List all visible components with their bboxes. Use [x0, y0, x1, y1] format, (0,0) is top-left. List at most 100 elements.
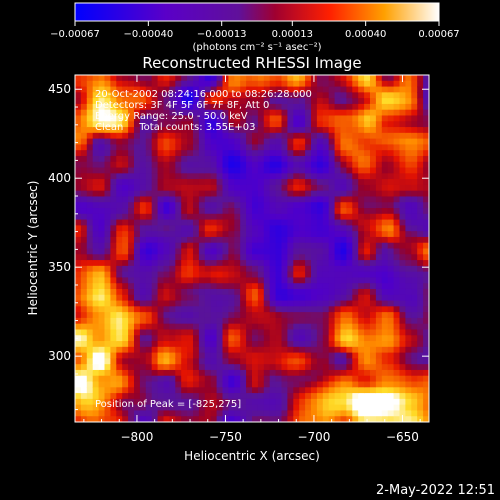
heatmap-cell	[86, 254, 94, 261]
heatmap-cell	[293, 294, 300, 302]
heatmap-cell	[269, 283, 277, 290]
heatmap-cell	[163, 231, 170, 238]
heatmap-cell	[86, 98, 94, 105]
heatmap-cell	[417, 150, 424, 157]
heatmap-cell	[98, 184, 106, 192]
info-block: 20-Oct-2002 08:24:16.000 to 08:26:28.000…	[95, 89, 312, 133]
heatmap-cell	[228, 132, 235, 140]
heatmap-cell	[423, 375, 429, 383]
heatmap-cell	[340, 121, 347, 128]
heatmap-cell	[417, 173, 424, 180]
heatmap-cell	[139, 196, 147, 203]
heatmap-cell	[157, 323, 165, 331]
heatmap-cell	[175, 213, 182, 221]
heatmap-cell	[234, 317, 241, 325]
heatmap-cell	[387, 358, 395, 365]
heatmap-cell	[311, 364, 318, 371]
heatmap-cell	[240, 127, 247, 134]
heatmap-cell	[210, 155, 218, 163]
heatmap-cell	[269, 103, 277, 111]
heatmap-cell	[216, 254, 224, 261]
heatmap-cell	[104, 86, 111, 93]
heatmap-cell	[399, 184, 406, 192]
heatmap-cell	[328, 202, 336, 209]
heatmap-cell	[92, 196, 100, 203]
heatmap-cell	[305, 404, 312, 412]
heatmap-cell	[299, 208, 306, 215]
heatmap-cell	[193, 260, 200, 267]
heatmap-cell	[222, 358, 229, 365]
heatmap-cell	[86, 138, 94, 145]
heatmap-cell	[240, 236, 247, 244]
heatmap-cell	[417, 317, 424, 325]
heatmap-cell	[334, 179, 342, 186]
heatmap-cell	[293, 260, 300, 267]
heatmap-cell	[263, 92, 271, 99]
heatmap-cell	[328, 86, 336, 93]
heatmap-cell	[269, 404, 277, 412]
heatmap-cell	[417, 109, 424, 117]
heatmap-cell	[122, 121, 129, 128]
heatmap-cell	[399, 387, 406, 394]
heatmap-cell	[234, 196, 241, 203]
heatmap-cell	[405, 254, 412, 261]
heatmap-cell	[134, 393, 141, 400]
heatmap-cell	[240, 103, 247, 111]
heatmap-cell	[346, 410, 353, 417]
heatmap-cell	[157, 381, 165, 388]
heatmap-cell	[387, 190, 395, 198]
heatmap-cell	[305, 138, 312, 145]
heatmap-cell	[299, 364, 306, 371]
heatmap-cell	[187, 271, 194, 279]
heatmap-cell	[293, 254, 300, 261]
heatmap-cell	[352, 416, 359, 422]
heatmap-cell	[86, 190, 94, 198]
heatmap-cell	[252, 196, 259, 203]
heatmap-cell	[370, 208, 377, 215]
heatmap-cell	[139, 248, 147, 255]
heatmap-cell	[157, 260, 165, 267]
heatmap-cell	[334, 288, 342, 296]
heatmap-cell	[299, 341, 306, 348]
heatmap-cell	[417, 248, 424, 255]
heatmap-cell	[145, 242, 153, 250]
heatmap-cell	[134, 86, 141, 93]
heatmap-cell	[246, 225, 253, 232]
heatmap-cell	[293, 369, 300, 377]
heatmap-cell	[169, 115, 176, 122]
heatmap-cell	[98, 329, 106, 336]
heatmap-cell	[169, 283, 176, 290]
heatmap-cell	[210, 75, 218, 82]
heatmap-cell	[104, 179, 111, 186]
heatmap-cell	[316, 335, 324, 342]
heatmap-cell	[228, 103, 235, 111]
heatmap-cell	[240, 265, 247, 273]
heatmap-cell	[299, 416, 306, 422]
heatmap-cell	[269, 352, 277, 359]
heatmap-cell	[80, 335, 88, 342]
heatmap-cell	[157, 300, 165, 307]
heatmap-cell	[181, 80, 188, 88]
heatmap-cell	[364, 288, 371, 296]
heatmap-cell	[104, 254, 111, 261]
heatmap-cell	[246, 75, 253, 82]
heatmap-cell	[252, 150, 259, 157]
heatmap-cell	[281, 248, 288, 255]
heatmap-cell	[358, 138, 365, 145]
heatmap-cell	[346, 260, 353, 267]
heatmap-cell	[405, 173, 412, 180]
heatmap-cell	[417, 352, 424, 359]
heatmap-cell	[246, 381, 253, 388]
heatmap-cell	[210, 404, 218, 412]
heatmap-cell	[145, 103, 153, 111]
heatmap-cell	[346, 225, 353, 232]
heatmap-cell	[275, 155, 283, 163]
heatmap-cell	[169, 109, 176, 117]
heatmap-cell	[134, 98, 141, 105]
heatmap-cell	[417, 358, 424, 365]
heatmap-cell	[104, 202, 111, 209]
heatmap-cell	[334, 202, 342, 209]
heatmap-cell	[216, 103, 224, 111]
heatmap-cell	[139, 300, 147, 307]
heatmap-cell	[263, 208, 271, 215]
